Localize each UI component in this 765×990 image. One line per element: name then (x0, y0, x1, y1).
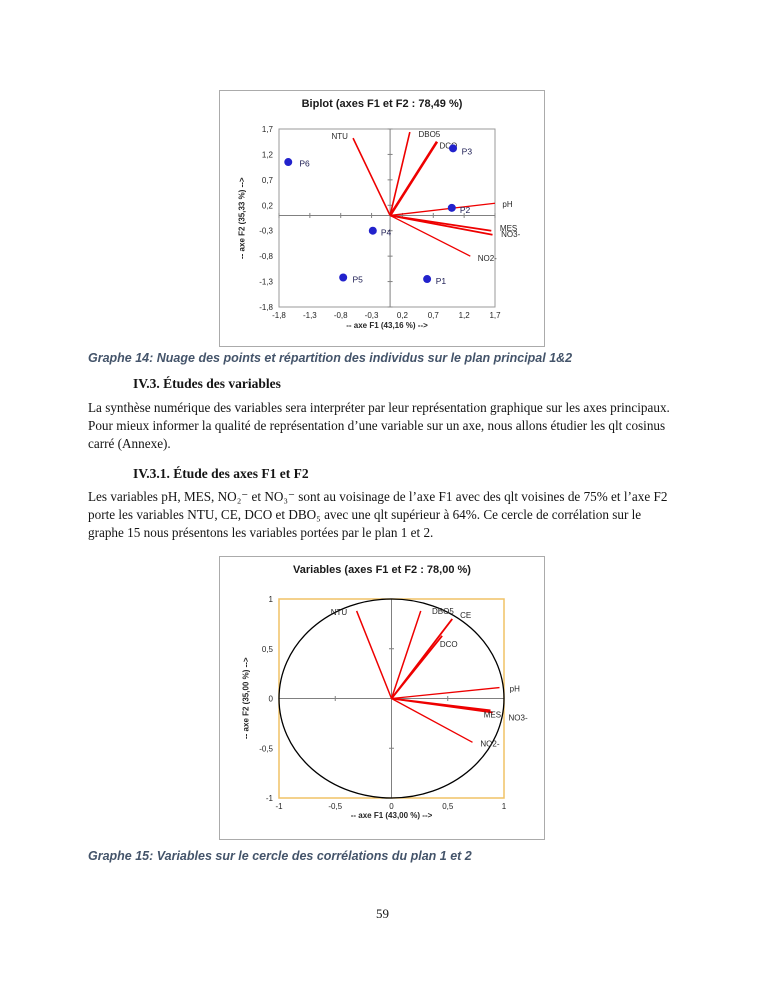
y-tick-label: 0 (269, 695, 274, 704)
correlation-circle-chart: Variables (axes F1 et F2 : 78,00 %) -1 -0… (219, 556, 545, 840)
y-tick-label: -1,8 (259, 303, 273, 312)
vector-label-NO2-: NO2- (478, 254, 497, 263)
y-tick-label: 1,2 (262, 150, 274, 159)
x-tick-label: 1 (502, 802, 507, 811)
x-tick-label: 1,2 (459, 311, 471, 320)
y-tick-label: -1 (266, 794, 274, 803)
vector-label-NO3-: NO3- (501, 230, 520, 239)
correlation-circle-plot-area: -1 -0,5 0 0,5 1 1 0,5 0 -0,5 -1 NTU DBO5 CE DCO pH MES N… (259, 595, 528, 811)
vector-NTU (355, 610, 393, 699)
y-tick-label: -0,8 (259, 252, 273, 261)
vector-label-pH: pH (510, 685, 520, 694)
y-tick-label: 0,2 (262, 201, 274, 210)
vector-NO3- (389, 214, 493, 236)
section-heading-iv3: IV.3. Études des variables (133, 376, 281, 391)
vector-NTU (352, 137, 391, 216)
vector-pH (390, 202, 496, 217)
x-tick-label: 1,7 (489, 311, 501, 320)
y-tick-label: 1,7 (262, 125, 274, 134)
biplot-title: Biplot (axes F1 et F2 : 78,49 %) (301, 98, 463, 110)
point-P1 (423, 275, 432, 284)
vector-DBO5 (390, 610, 422, 699)
x-tick-label: -0,5 (328, 802, 342, 811)
vector-label-NO2-: NO2- (480, 739, 499, 748)
vector-label-pH: pH (502, 200, 512, 209)
point-P2 (447, 203, 456, 212)
correlation-circle-title: Variables (axes F1 et F2 : 78,00 %) (293, 564, 471, 576)
y-tick-label: -0,3 (259, 227, 273, 236)
vector-NO3- (391, 697, 491, 712)
paragraph-variables: La synthèse numérique des variables sera… (88, 400, 670, 452)
vector-label-DCO: DCO (439, 141, 457, 150)
point-P5 (339, 273, 348, 282)
unit-circle (278, 598, 505, 799)
vector-DBO5 (389, 131, 411, 216)
x-tick-label: -0,8 (334, 311, 348, 320)
vector-label-DCO: DCO (440, 640, 458, 649)
page-number: 59 (376, 906, 389, 921)
x-tick-label: -1,3 (303, 311, 317, 320)
x-tick-label: -1,8 (272, 311, 286, 320)
vector-DCO (388, 141, 439, 217)
graphe15-caption: Graphe 15: Variables sur le cercle des c… (88, 849, 472, 863)
vector-label-DBO5: DBO5 (418, 130, 440, 139)
point-label-P1: P1 (436, 276, 447, 286)
biplot-plot-area: -1,8 -1,3 -0,8 -0,3 0,2 0,7 1,2 1,7 1,7 1,2 0,7 0,2… (259, 125, 520, 320)
y-tick-label: 0,7 (262, 176, 274, 185)
point-label-P5: P5 (352, 275, 363, 285)
vector-label-NTU: NTU (331, 608, 348, 617)
vector-label-DBO5: DBO5 (432, 607, 454, 616)
x-tick-label: 0,5 (442, 802, 454, 811)
plot-frame (278, 128, 496, 308)
vector-label-NO3-: NO3- (509, 713, 528, 722)
biplot-x-axis-label: -- axe F1 (43,16 %) --> (346, 321, 428, 330)
point-label-P3: P3 (462, 146, 473, 156)
section-heading-iv31: IV.3.1. Étude des axes F1 et F2 (133, 466, 309, 481)
vector-label-MES: MES (484, 710, 501, 719)
y-tick-label: 1 (269, 595, 274, 604)
point-P4 (368, 226, 377, 235)
vector-NO2- (389, 214, 471, 257)
point-label-P2: P2 (460, 205, 471, 215)
y-tick-label: -1,3 (259, 278, 273, 287)
biplot-y-axis-label: -- axe F2 (35,33 %) --> (237, 177, 247, 259)
y-tick-label: -0,5 (259, 744, 273, 753)
point-P6 (284, 158, 293, 167)
vector-label-CE: CE (460, 611, 471, 620)
circle-y-axis-label: -- axe F2 (35,00 %) --> (241, 657, 251, 740)
y-tick-label: 0,5 (262, 645, 274, 654)
point-P3 (449, 144, 458, 153)
circle-x-axis-label: -- axe F1 (43,00 %) --> (350, 811, 433, 820)
point-label-P4: P4 (381, 228, 392, 238)
vector-pH (391, 686, 500, 700)
point-label-P6: P6 (299, 159, 310, 169)
vector-label-NTU: NTU (331, 132, 348, 141)
x-tick-label: 0,2 (397, 311, 409, 320)
graphe14-caption: Graphe 14: Nuage des points et répartiti… (88, 351, 573, 365)
x-tick-label: -0,3 (365, 311, 379, 320)
x-tick-label: -1 (275, 802, 283, 811)
x-tick-label: 0 (389, 802, 394, 811)
x-tick-label: 0,7 (428, 311, 440, 320)
vector-NO2- (391, 697, 473, 743)
biplot-chart: Biplot (axes F1 et F2 : 78,49 %) -1,8 -1,… (219, 90, 545, 347)
paragraph-axes-f1-f2: Les variables pH, MES, NO₂⁻ et NO₃⁻ sont… (88, 489, 668, 541)
vector-label-MES: MES (500, 224, 517, 233)
vector-DCO (390, 635, 443, 700)
